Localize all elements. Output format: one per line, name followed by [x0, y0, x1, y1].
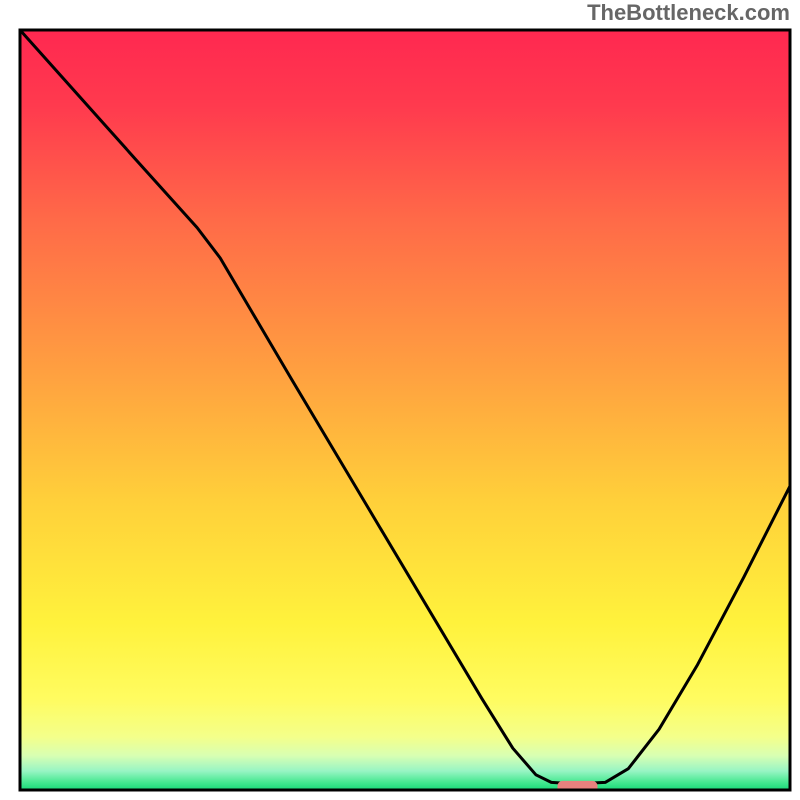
bottleneck-chart	[0, 0, 800, 800]
gradient-background	[20, 30, 790, 790]
chart-container: { "attribution": { "text": "TheBottlenec…	[0, 0, 800, 800]
